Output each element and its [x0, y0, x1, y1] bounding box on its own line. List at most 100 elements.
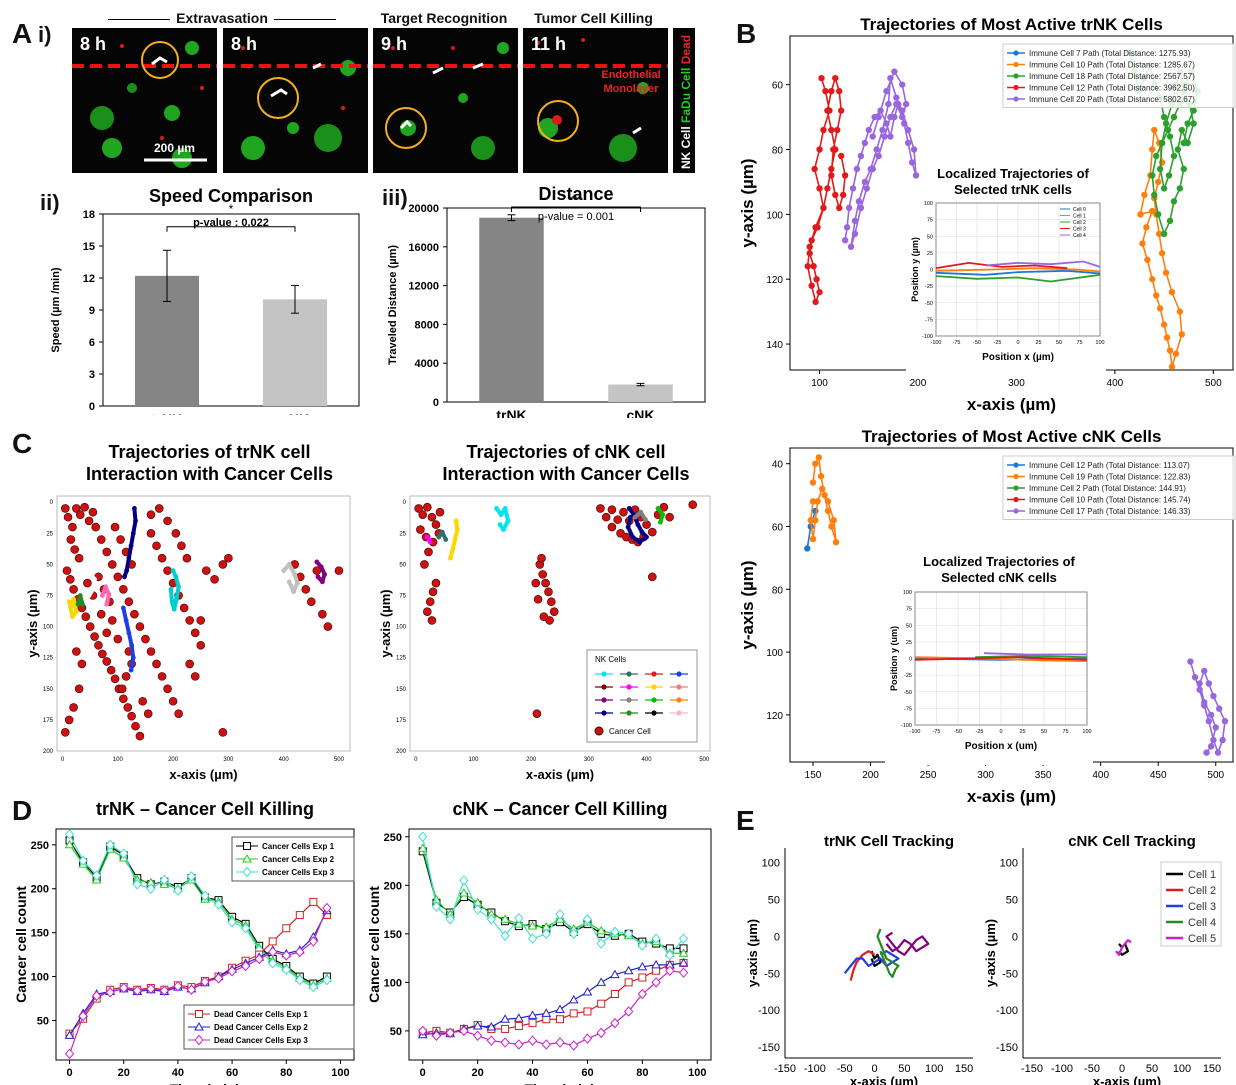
cnk_interaction-legend-dot-0	[601, 671, 607, 677]
speed-bar-cNK	[263, 299, 327, 406]
trnk_interaction-cancer-cell-4	[75, 510, 85, 519]
trnk_active-inset-ytick--50: -50	[925, 301, 933, 307]
trnk_interaction-cancer-cell-26	[123, 703, 133, 712]
trnk_interaction-nk-track-2-pt-1	[85, 568, 90, 574]
cnk_active-inset-ylabel: Position y (um)	[889, 626, 899, 691]
cnk_interaction-xlabel: x-axis (µm)	[526, 767, 594, 782]
trnk_interaction-nk-track-0-pt-2	[73, 609, 79, 615]
trnk_interaction-cancer-cell-7	[88, 507, 98, 517]
cnk_killing-ytick-label-250: 250	[384, 832, 402, 844]
cnk_killing-frame	[408, 828, 712, 1061]
cnk_tracking-ytick--150: -150	[996, 1042, 1018, 1054]
cnk_killing-series-4-pt-19	[678, 957, 689, 967]
cnk_interaction-cancer-cell-33	[619, 507, 628, 517]
trnk_interaction-cancer-cell-11	[62, 566, 72, 575]
trnk_interaction-cancer-cell-46	[146, 529, 156, 538]
cnk_killing-series-2-pt-3	[459, 875, 469, 886]
cnk_killing-series-4-pt-17	[651, 959, 661, 969]
trnk_interaction-nk-track-3-pt-3	[104, 601, 110, 607]
trnk_interaction-cancer-cell-22	[106, 665, 116, 675]
trnk_killing-legend-box-3	[183, 1004, 355, 1050]
trnk_interaction-cancer-cell-94	[77, 659, 87, 669]
micrograph-3-time: 9 h	[381, 34, 408, 54]
trnk_active-series-2-pt-22	[1178, 126, 1186, 134]
trnk_interaction-xlabel: x-axis (µm)	[169, 767, 237, 782]
trnk_killing-legend-text-3: Dead Cancer Cells Exp 1	[214, 1010, 308, 1019]
cnk_active-series-4-pt-15	[1207, 711, 1215, 719]
cnk_interaction-cancer-cell-25	[533, 594, 543, 604]
cnk_interaction-cancer-cell-15	[423, 607, 432, 616]
trnk-killing-chart: trNK – Cancer Cell Killing 0 20 40 60 80 100 50…	[13, 799, 355, 1085]
trnk_active-series-2-pt-26	[1170, 198, 1178, 205]
cnk_interaction-nk-track-3-pt-1	[498, 512, 504, 518]
legend-fadu-cell: FaDu Cell	[679, 67, 693, 123]
trnk_interaction-xtick-0: 0	[61, 757, 65, 763]
trnk_interaction-cancer-cell-83	[301, 584, 311, 594]
cnk_interaction-cancer-cell-49	[648, 572, 657, 582]
trnk_active-series-1-pt-24	[1149, 146, 1156, 153]
cnk_active-series-1-pt-8	[830, 517, 837, 524]
trnk_killing-series-5-pt-7	[159, 985, 170, 996]
cnk_killing-series-2-pt-17	[651, 933, 661, 944]
cnk_killing-series-2-pt-2	[445, 914, 455, 925]
cnk_active-inset-line-1	[914, 656, 1088, 663]
cnk_interaction-cancer-cell-6	[416, 525, 425, 534]
trnk_killing-series-3-pt-15	[268, 937, 277, 946]
trnk_interaction-cancer-cell-64	[102, 547, 112, 557]
cnk_active-xtick-label-500: 500	[1207, 770, 1224, 781]
distance-ytick-label-0: 0	[433, 397, 439, 409]
trnk_tracking-ylabel: y-axis (µm)	[745, 919, 760, 987]
trnk_active-inset-xtick-25: 25	[1035, 340, 1041, 346]
trnk_interaction-cancer-cell-71	[64, 715, 74, 725]
cnk_active-legend-box	[1002, 455, 1236, 520]
cnk_killing-ytick-label-150: 150	[384, 929, 402, 941]
trnk_active-ytick-label-100: 100	[766, 210, 783, 221]
trnk_interaction-cancer-cell-5	[80, 502, 89, 512]
trnk_interaction-nk-track-3-pt-1	[103, 584, 109, 590]
trnk_active-series-3-pt-21	[828, 165, 835, 173]
trnk_active-series-4-pt-20	[899, 107, 906, 114]
cnk_interaction-nk-track-5-pt-0	[655, 506, 661, 511]
trnk_interaction-cancer-cell-86	[323, 622, 333, 631]
cnk_interaction-legend-dot-5	[626, 684, 632, 690]
cnk_interaction-nk-track-4-pt-5	[637, 539, 643, 545]
trnk_active-series-4-pt-24	[879, 126, 886, 134]
cnk_killing-series-3-line	[422, 962, 684, 1034]
cnk_active-inset-xtick-0: 0	[999, 729, 1002, 735]
cnk_killing-series-5-pt-17	[651, 977, 661, 988]
cnk_active-series-1-pt-9	[824, 498, 832, 505]
trnk_active-series-4-pt-22	[887, 74, 894, 82]
trnk_active-series-3-pt-6	[816, 185, 823, 192]
trnk_killing-series-2-pt-7	[159, 874, 170, 886]
trnk_tracking-xtick-100: 100	[925, 1063, 943, 1075]
trnk-active-trajectories-chart: Trajectories of Most Active trNK Cells 10…	[738, 15, 1236, 414]
trnk_active-series-4-pt-0	[841, 237, 849, 244]
trnk_tracking-xtick--150: -150	[774, 1063, 796, 1075]
trnk_active-inset-xtick--50: -50	[973, 340, 981, 346]
cnk_active-ytick-label-120: 120	[766, 711, 783, 722]
trnk_killing-series-2-pt-3	[105, 839, 115, 851]
speed-comparison-chart: Speed Comparison 0 3 6 9 12 15 18 trNK cNK Speed (…	[50, 186, 360, 415]
trnk_active-inset-line-2	[935, 273, 1101, 283]
panel-label-a-i: i)	[38, 22, 52, 47]
cnk_interaction-nk-track-2-pt-3	[454, 527, 460, 532]
trnk_active-series-4-pt-19	[904, 126, 912, 134]
cnk_interaction-legend-dot-6	[651, 684, 657, 690]
distance-ytick-label-12000: 12000	[408, 281, 439, 293]
cnk_killing-series-5-pt-16	[637, 988, 648, 1000]
trnk_active-inset-legend-text-0: Cell 0	[1073, 207, 1086, 213]
cnk_interaction-legend-dot-11	[676, 697, 682, 703]
trnk_interaction-cancer-cell-1	[63, 512, 73, 522]
cnk_interaction-cancer-cell-32	[613, 515, 622, 524]
cnk_tracking-series-4-line	[1115, 939, 1132, 956]
cnk_interaction-nk-track-0-pt-1	[427, 539, 433, 545]
trnk_active-inset-legend-text-4: Cell 4	[1073, 233, 1086, 239]
speed-xlabel-cNK: cNK	[281, 411, 309, 415]
trnk_interaction-cancer-cell-35	[141, 634, 150, 644]
trnk_active-series-1-pt-10	[1168, 363, 1176, 370]
cnk_interaction-legend-dot-8	[601, 697, 607, 703]
trnk_active-inset-line-0	[935, 269, 1101, 276]
trnk_active-series-1-pt-1	[1143, 224, 1150, 231]
cnk_killing-series-5-pt-4	[472, 1030, 483, 1041]
cnk_active-inset-ytick--75: -75	[904, 706, 912, 712]
